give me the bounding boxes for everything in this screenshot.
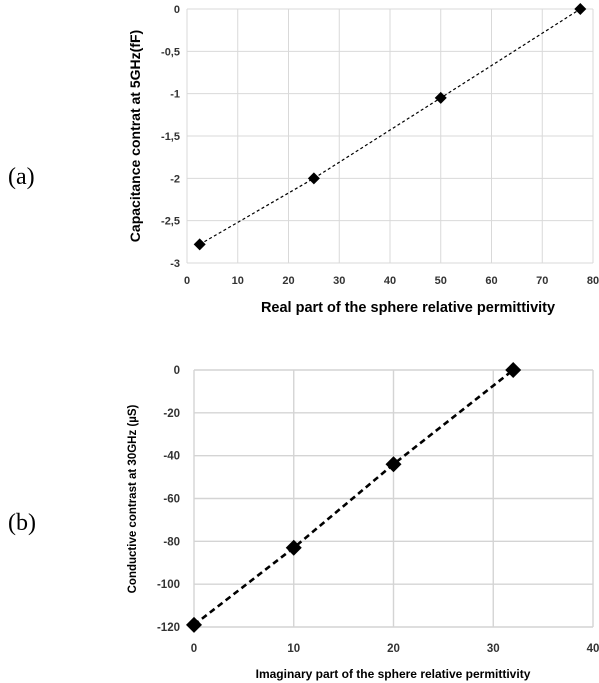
chart-a-y-tick-label: -0,5: [161, 46, 180, 58]
chart-b-y-tick-label: -120: [157, 622, 180, 634]
chart-a-series-line: [199, 8, 581, 245]
chart-a-x-tick-label: 60: [485, 275, 497, 287]
chart-a-y-axis-title: Capacitance contrat at 5GHz(fF): [127, 30, 143, 242]
chart-a-y-tick-label: -1: [170, 89, 180, 101]
panel-b-label: (b): [8, 510, 36, 536]
chart-a-x-tick-label: 80: [587, 275, 599, 287]
chart-a-y-tick-label: -1,5: [161, 131, 180, 143]
chart-b-y-tick-label: -100: [157, 579, 180, 591]
chart-a-x-tick-label: 30: [333, 275, 345, 287]
chart-a-y-tick-label: -2: [170, 173, 180, 185]
chart-b-series-line: [193, 368, 515, 626]
chart-b-x-tick-label: 10: [287, 643, 300, 655]
chart-a-x-tick-label: 70: [536, 275, 548, 287]
chart-b-x-tick-label: 0: [191, 643, 197, 655]
chart-a-data-point: [574, 3, 587, 15]
chart-b-data-point: [385, 456, 402, 473]
chart-a-data-point: [193, 238, 206, 251]
chart-a-y-tick-label: -3: [170, 258, 180, 270]
chart-a-x-tick-label: 20: [282, 275, 294, 287]
chart-b-y-tick-label: 0: [174, 365, 180, 377]
chart-a-y-tick-label: -2,5: [161, 216, 180, 228]
chart-b-y-tick-label: -20: [163, 408, 180, 420]
chart-b-y-tick-label: -60: [163, 494, 180, 506]
chart-a-x-tick-label: 0: [184, 275, 190, 287]
chart-a-data-point: [434, 91, 447, 104]
chart-a-y-tick-label: 0: [174, 4, 180, 16]
chart-a-data-point: [307, 172, 320, 185]
chart-b-y-axis-title: Conductive contrast at 30GHz (µS): [127, 404, 139, 593]
chart-b-x-tick-label: 40: [587, 643, 599, 655]
chart-b-data-point: [186, 616, 202, 633]
chart-b-y-tick-label: -80: [163, 536, 180, 548]
chart-b-x-axis-title: Imaginary part of the sphere relative pe…: [256, 667, 531, 681]
chart-a-x-tick-label: 10: [232, 275, 244, 287]
chart-b-x-tick-label: 30: [487, 643, 500, 655]
chart-a-x-axis-title: Real part of the sphere relative permitt…: [261, 300, 555, 316]
chart-b-x-tick-label: 20: [387, 643, 400, 655]
chart-b-y-tick-label: -40: [163, 451, 180, 463]
chart-a-x-tick-label: 50: [435, 275, 447, 287]
chart-a-x-tick-label: 40: [384, 275, 396, 287]
chart-b-data-point: [285, 539, 302, 556]
panel-a-label: (a): [8, 164, 35, 190]
chart-b-data-point: [505, 362, 522, 378]
